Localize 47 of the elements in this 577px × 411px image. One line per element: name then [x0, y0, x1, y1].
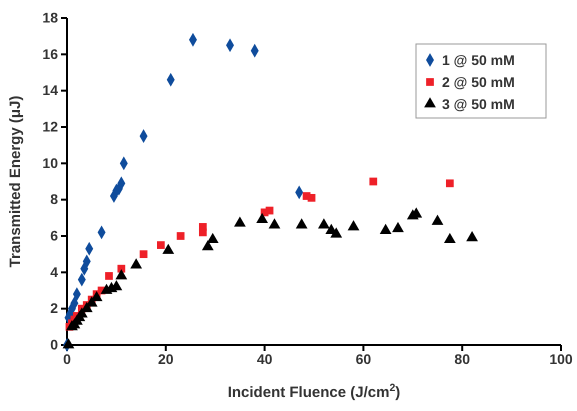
point — [176, 232, 184, 240]
point — [105, 272, 113, 280]
point — [198, 228, 207, 236]
y-tick-label: 4 — [50, 264, 58, 280]
point — [432, 214, 444, 225]
y-tick-label: 12 — [42, 118, 58, 134]
point — [369, 178, 378, 186]
point — [330, 227, 342, 238]
point — [266, 206, 274, 214]
point — [115, 269, 128, 280]
y-tick-label: 2 — [50, 300, 58, 316]
y-tick-label: 6 — [50, 227, 58, 244]
x-tick-label: 0 — [63, 350, 72, 367]
legend-label: 2 @ 50 mM — [442, 74, 515, 90]
point — [130, 258, 142, 268]
point — [308, 194, 316, 202]
x-tick-label: 40 — [256, 350, 273, 367]
point — [156, 241, 165, 249]
x-tick-label: 80 — [454, 350, 470, 367]
point — [162, 244, 174, 254]
y-tick-label: 18 — [42, 9, 58, 26]
point — [202, 240, 214, 250]
point — [392, 222, 404, 232]
x-axis-title: Incident Fluence (J/cm$^{2}$) — [228, 382, 400, 401]
point — [206, 232, 219, 244]
y-axis-title: Transmitted Energy (μJ) — [7, 96, 24, 268]
point — [296, 218, 308, 228]
point — [268, 218, 280, 228]
point — [444, 232, 456, 244]
point — [234, 216, 246, 227]
legend-label: 3 @ 50 mM — [442, 96, 515, 112]
point — [446, 179, 454, 188]
point — [466, 231, 478, 242]
point — [380, 224, 392, 234]
x-tick-label: 100 — [549, 350, 573, 367]
legend-label: 1 @ 50 mM — [442, 52, 515, 68]
y-tick-label: 14 — [42, 82, 58, 98]
x-tick-label: 60 — [356, 350, 372, 367]
point — [256, 212, 268, 224]
point — [318, 218, 330, 228]
y-tick-label: 16 — [42, 46, 58, 62]
y-tick-label: 10 — [42, 154, 58, 171]
point — [348, 220, 360, 230]
x-tick-label: 20 — [158, 350, 174, 367]
y-tick-label: 8 — [50, 191, 58, 208]
point — [140, 250, 148, 258]
y-tick-label: 0 — [50, 336, 58, 352]
